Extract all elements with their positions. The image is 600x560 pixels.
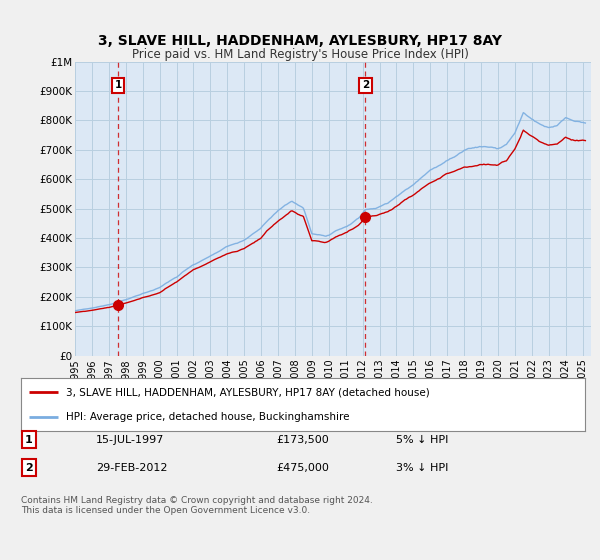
- Text: 3% ↓ HPI: 3% ↓ HPI: [396, 463, 448, 473]
- Text: 2: 2: [25, 463, 32, 473]
- Text: 5% ↓ HPI: 5% ↓ HPI: [396, 435, 448, 445]
- Text: 1: 1: [115, 80, 122, 90]
- Text: 3, SLAVE HILL, HADDENHAM, AYLESBURY, HP17 8AY: 3, SLAVE HILL, HADDENHAM, AYLESBURY, HP1…: [98, 34, 502, 48]
- Text: HPI: Average price, detached house, Buckinghamshire: HPI: Average price, detached house, Buck…: [66, 412, 350, 422]
- Text: £173,500: £173,500: [276, 435, 329, 445]
- Text: Price paid vs. HM Land Registry's House Price Index (HPI): Price paid vs. HM Land Registry's House …: [131, 48, 469, 60]
- Text: 3, SLAVE HILL, HADDENHAM, AYLESBURY, HP17 8AY (detached house): 3, SLAVE HILL, HADDENHAM, AYLESBURY, HP1…: [66, 388, 430, 398]
- Text: 2: 2: [362, 80, 369, 90]
- Text: Contains HM Land Registry data © Crown copyright and database right 2024.
This d: Contains HM Land Registry data © Crown c…: [21, 496, 373, 515]
- Text: 29-FEB-2012: 29-FEB-2012: [96, 463, 167, 473]
- Text: 1: 1: [25, 435, 32, 445]
- Text: 15-JUL-1997: 15-JUL-1997: [96, 435, 164, 445]
- Text: £475,000: £475,000: [276, 463, 329, 473]
